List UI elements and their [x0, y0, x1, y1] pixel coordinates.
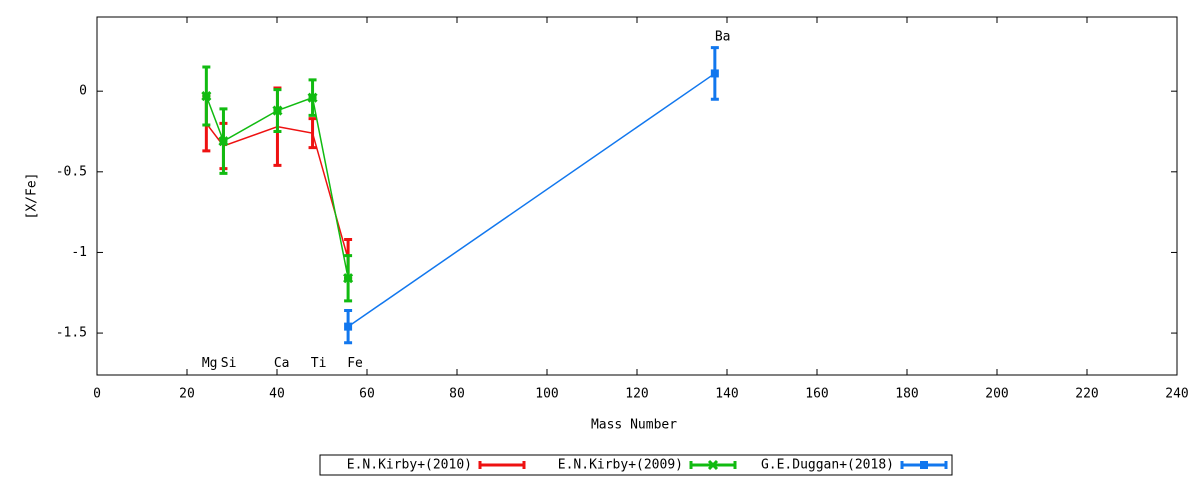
legend-label: E.N.Kirby+(2010)	[347, 458, 472, 473]
legend-swatch	[478, 461, 526, 469]
annotation: Si	[221, 356, 237, 371]
x-tick-label: 0	[93, 387, 101, 402]
annotation: Mg	[202, 356, 218, 371]
series-line	[347, 72, 716, 328]
data-point	[710, 69, 719, 78]
x-tick-label: 20	[179, 387, 195, 402]
x-tick-label: 100	[535, 387, 558, 402]
x-tick-label: 120	[625, 387, 648, 402]
annotation: Ca	[274, 356, 290, 371]
data-point	[218, 136, 229, 147]
annotation: Ti	[311, 356, 327, 371]
data-point	[343, 273, 354, 284]
annotation: Fe	[347, 356, 363, 371]
legend-marker	[920, 461, 928, 469]
legend-label: G.E.Duggan+(2018)	[761, 458, 894, 473]
x-tick-label: 240	[1165, 387, 1188, 402]
x-tick-label: 160	[805, 387, 828, 402]
plot-frame	[96, 16, 1178, 376]
x-tick-label: 60	[359, 387, 375, 402]
x-tick-label: 40	[269, 387, 285, 402]
data-point	[344, 322, 353, 331]
data-point	[272, 105, 283, 116]
x-tick-label: 180	[895, 387, 918, 402]
y-tick-label: -1.5	[56, 326, 87, 341]
x-tick-label: 220	[1075, 387, 1098, 402]
legend-box	[319, 454, 953, 476]
data-point	[201, 90, 212, 102]
y-tick-label: -1	[71, 245, 87, 260]
y-tick-label: -0.5	[56, 164, 87, 179]
x-tick-label: 200	[985, 387, 1008, 402]
legend-marker	[707, 459, 719, 471]
legend-label: E.N.Kirby+(2009)	[558, 458, 683, 473]
x-axis-label: Mass Number	[591, 418, 677, 433]
y-tick-label: 0	[79, 84, 87, 99]
x-tick-label: 80	[449, 387, 465, 402]
y-axis-label: [X/Fe]	[25, 173, 40, 220]
data-point	[307, 92, 318, 103]
x-tick-label: 140	[715, 387, 738, 402]
error-bar	[308, 117, 317, 150]
annotation: Ba	[715, 30, 731, 45]
